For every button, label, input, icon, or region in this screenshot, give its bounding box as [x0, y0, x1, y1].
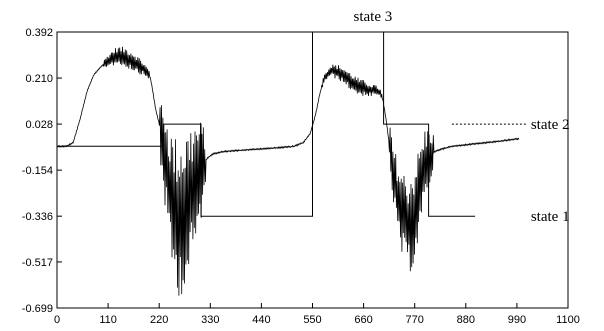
x-tick-label: 110	[99, 314, 117, 326]
y-tick-label: -0.154	[22, 165, 53, 177]
x-tick-label: 330	[201, 314, 219, 326]
x-tick-label: 0	[54, 314, 60, 326]
y-tick-label: -0.517	[22, 257, 53, 269]
y-tick-label: -0.699	[22, 303, 53, 315]
x-tick-label: 220	[150, 314, 168, 326]
x-tick-label: 770	[406, 314, 424, 326]
state-trace-line	[57, 31, 476, 217]
x-tick-label: 1100	[556, 314, 580, 326]
y-tick-label: 0.392	[25, 27, 53, 39]
signal-line	[56, 46, 520, 296]
y-tick-label: 0.210	[25, 73, 53, 85]
state-annotation: state 2	[531, 117, 570, 133]
state-annotation: state 3	[354, 9, 393, 25]
x-tick-label: 990	[508, 314, 526, 326]
y-tick-label: -0.336	[22, 211, 53, 223]
state-annotation: state 1	[531, 209, 570, 225]
x-tick-label: 660	[354, 314, 372, 326]
x-tick-label: 550	[303, 314, 321, 326]
x-tick-label: 880	[457, 314, 475, 326]
series-layer	[56, 31, 527, 296]
plot-frame	[56, 31, 569, 309]
y-tick-label: 0.028	[25, 119, 53, 131]
x-tick-label: 440	[252, 314, 270, 326]
labels-layer: 0 110 220 330 440 550 660 770 880 990 1100 0.392 0.2…	[22, 9, 580, 326]
